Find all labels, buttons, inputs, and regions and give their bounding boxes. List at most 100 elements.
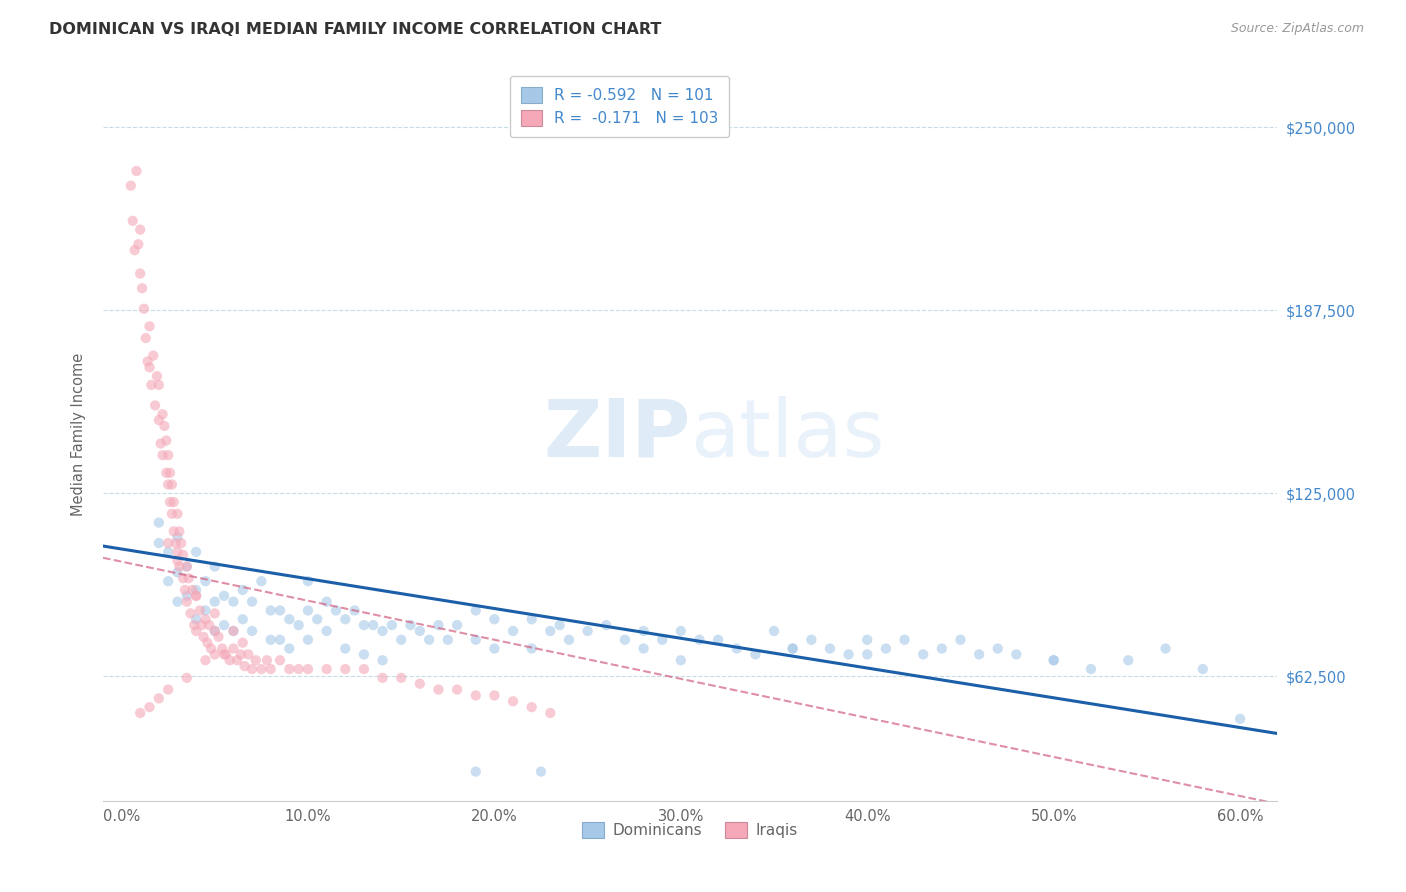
Point <box>169 559 191 574</box>
Point <box>1005 648 1028 662</box>
Point <box>260 632 283 647</box>
Point <box>436 632 458 647</box>
Point <box>856 632 879 647</box>
Point <box>160 477 183 491</box>
Point <box>669 653 692 667</box>
Point <box>389 671 412 685</box>
Point <box>121 214 143 228</box>
Point <box>172 571 194 585</box>
Point <box>141 378 163 392</box>
Point <box>165 536 187 550</box>
Point <box>194 574 217 589</box>
Point <box>269 603 291 617</box>
Point <box>1042 653 1064 667</box>
Point <box>166 554 188 568</box>
Point <box>371 671 394 685</box>
Point <box>157 682 180 697</box>
Point <box>198 618 221 632</box>
Point <box>782 641 804 656</box>
Point <box>148 536 170 550</box>
Point <box>152 448 174 462</box>
Point <box>269 653 291 667</box>
Point <box>212 589 235 603</box>
Point <box>595 618 617 632</box>
Point <box>207 630 229 644</box>
Point <box>136 354 159 368</box>
Point <box>129 267 152 281</box>
Point <box>464 764 486 779</box>
Point <box>1191 662 1213 676</box>
Point <box>212 618 235 632</box>
Point <box>763 624 786 638</box>
Point <box>409 624 432 638</box>
Point <box>245 653 267 667</box>
Point <box>129 222 152 236</box>
Point <box>744 648 766 662</box>
Point <box>176 559 198 574</box>
Point <box>157 545 180 559</box>
Point <box>127 237 149 252</box>
Point <box>177 571 200 585</box>
Point <box>307 612 329 626</box>
Point <box>174 582 197 597</box>
Point <box>409 676 432 690</box>
Point <box>464 689 486 703</box>
Text: ZIP: ZIP <box>543 396 690 474</box>
Point <box>232 612 254 626</box>
Y-axis label: Median Family Income: Median Family Income <box>72 353 86 516</box>
Point <box>1080 662 1102 676</box>
Point <box>232 582 254 597</box>
Point <box>297 662 319 676</box>
Point <box>240 624 263 638</box>
Text: DOMINICAN VS IRAQI MEDIAN FAMILY INCOME CORRELATION CHART: DOMINICAN VS IRAQI MEDIAN FAMILY INCOME … <box>49 22 662 37</box>
Point <box>176 589 198 603</box>
Point <box>184 612 207 626</box>
Point <box>633 641 655 656</box>
Point <box>1154 641 1177 656</box>
Point <box>211 641 233 656</box>
Point <box>169 524 191 539</box>
Point <box>967 648 990 662</box>
Point <box>148 516 170 530</box>
Point <box>427 618 450 632</box>
Text: atlas: atlas <box>690 396 884 474</box>
Point <box>172 548 194 562</box>
Point <box>725 641 748 656</box>
Point <box>335 662 357 676</box>
Point <box>315 624 337 638</box>
Point <box>176 559 198 574</box>
Point <box>669 624 692 638</box>
Point <box>371 653 394 667</box>
Point <box>129 706 152 720</box>
Point <box>240 662 263 676</box>
Point <box>353 648 375 662</box>
Point <box>297 632 319 647</box>
Point <box>446 682 468 697</box>
Point <box>343 603 366 617</box>
Point <box>149 436 172 450</box>
Point <box>912 648 935 662</box>
Point <box>233 659 256 673</box>
Point <box>250 574 273 589</box>
Point <box>160 507 183 521</box>
Point <box>287 618 309 632</box>
Point <box>838 648 860 662</box>
Point <box>148 691 170 706</box>
Point <box>297 603 319 617</box>
Point <box>222 624 245 638</box>
Point <box>163 495 186 509</box>
Point <box>166 530 188 544</box>
Point <box>184 624 207 638</box>
Point <box>371 624 394 638</box>
Point <box>381 618 404 632</box>
Point <box>278 662 301 676</box>
Point <box>256 653 278 667</box>
Point <box>464 603 486 617</box>
Point <box>353 662 375 676</box>
Point <box>633 624 655 638</box>
Point <box>484 641 506 656</box>
Point <box>125 164 148 178</box>
Point <box>166 566 188 580</box>
Point <box>229 648 252 662</box>
Point <box>325 603 347 617</box>
